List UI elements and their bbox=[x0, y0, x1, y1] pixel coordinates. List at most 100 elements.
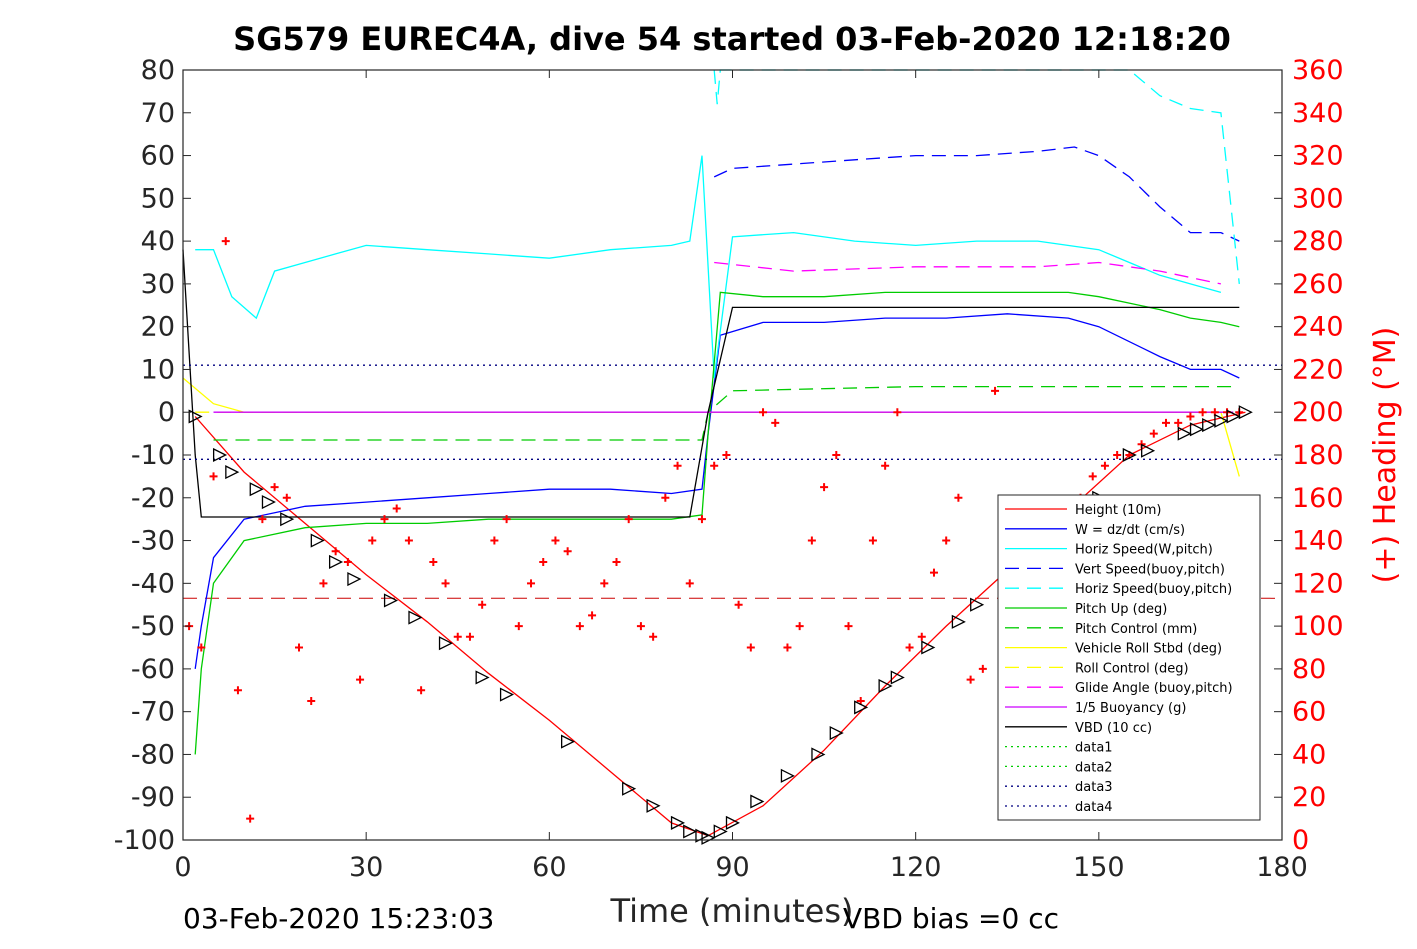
heading-point bbox=[563, 547, 572, 556]
series-line bbox=[713, 69, 1240, 284]
legend-label: data1 bbox=[1075, 741, 1113, 756]
heading-point bbox=[417, 686, 426, 695]
heading-point bbox=[807, 536, 816, 545]
heading-point bbox=[392, 504, 401, 513]
depth-marker bbox=[670, 815, 686, 830]
legend-label: Pitch Control (mm) bbox=[1075, 622, 1197, 637]
heading-point bbox=[270, 483, 279, 492]
y-right-tick-label: 280 bbox=[1292, 226, 1344, 257]
legend-label: Roll Control (deg) bbox=[1075, 661, 1189, 676]
heading-point bbox=[368, 536, 377, 545]
heading-point bbox=[209, 472, 218, 481]
heading-point bbox=[404, 536, 413, 545]
heading-point bbox=[856, 696, 865, 705]
heading-point bbox=[453, 632, 462, 641]
heading-point bbox=[527, 579, 536, 588]
heading-point bbox=[1088, 472, 1097, 481]
depth-marker bbox=[811, 747, 826, 762]
x-tick-label: 90 bbox=[715, 852, 749, 883]
depth-marker bbox=[212, 447, 228, 463]
depth-marker bbox=[1214, 413, 1229, 428]
y-tick-label: 10 bbox=[141, 354, 175, 385]
depth-marker bbox=[475, 670, 490, 685]
depth-marker bbox=[1141, 443, 1156, 458]
y-tick-label: -50 bbox=[131, 611, 175, 642]
heading-point bbox=[258, 515, 267, 524]
depth-marker bbox=[878, 678, 893, 694]
y-right-tick-label: 0 bbox=[1292, 825, 1309, 856]
depth-marker bbox=[1238, 405, 1253, 420]
y-tick-label: -80 bbox=[131, 739, 175, 770]
depth-marker bbox=[622, 781, 637, 796]
heading-point bbox=[221, 237, 230, 246]
depth-marker bbox=[1189, 422, 1204, 437]
heading-point bbox=[295, 643, 304, 652]
y-right-tick-label: 300 bbox=[1292, 183, 1344, 214]
heading-point bbox=[636, 622, 645, 631]
depth-marker bbox=[701, 830, 716, 845]
heading-point bbox=[783, 643, 792, 652]
heading-point bbox=[734, 600, 743, 609]
heading-point bbox=[331, 547, 340, 556]
legend-label: Horiz Speed(buoy,pitch) bbox=[1075, 582, 1232, 597]
y-right-tick-label: 360 bbox=[1292, 55, 1344, 86]
series-line bbox=[714, 261, 1222, 285]
legend-label: Pitch Up (deg) bbox=[1075, 602, 1167, 617]
y-right-tick-label: 220 bbox=[1292, 354, 1344, 385]
heading-point bbox=[429, 557, 438, 566]
heading-point bbox=[1149, 429, 1158, 438]
depth-marker bbox=[499, 687, 515, 702]
series-line bbox=[194, 291, 1240, 755]
depth-marker bbox=[561, 734, 576, 749]
x-axis-label: Time (minutes) bbox=[610, 892, 854, 930]
y-right-tick-label: 160 bbox=[1292, 483, 1344, 514]
y-tick-label: 0 bbox=[158, 397, 175, 428]
y-right-tick-label: 260 bbox=[1292, 269, 1344, 300]
heading-point bbox=[1100, 461, 1109, 470]
legend-label: Vert Speed(buoy,pitch) bbox=[1075, 562, 1225, 577]
depth-marker bbox=[188, 409, 203, 424]
heading-point bbox=[991, 386, 1000, 395]
x-tick-label: 180 bbox=[1256, 852, 1308, 883]
heading-point bbox=[502, 515, 511, 524]
heading-point bbox=[722, 451, 731, 459]
heading-point bbox=[820, 483, 829, 492]
depth-marker bbox=[780, 768, 795, 783]
heading-point bbox=[551, 536, 560, 545]
heading-point bbox=[978, 664, 987, 673]
depth-marker bbox=[280, 512, 295, 527]
y-right-tick-label: 100 bbox=[1292, 611, 1344, 642]
plot-area bbox=[182, 69, 1282, 845]
legend-label: data4 bbox=[1075, 800, 1113, 815]
heading-point bbox=[771, 418, 780, 427]
series-line bbox=[213, 385, 1234, 441]
heading-point bbox=[465, 632, 474, 641]
x-tick-label: 60 bbox=[532, 852, 566, 883]
depth-marker bbox=[890, 670, 905, 685]
depth-marker bbox=[1122, 447, 1137, 463]
heading-point bbox=[795, 622, 804, 631]
heading-point bbox=[380, 515, 389, 524]
heading-point bbox=[697, 515, 706, 524]
y-tick-label: -60 bbox=[131, 654, 175, 685]
y-right-tick-label: 80 bbox=[1292, 654, 1326, 685]
y-tick-label: 70 bbox=[141, 98, 175, 129]
y-right-tick-label: 140 bbox=[1292, 526, 1344, 557]
y-right-tick-label: 340 bbox=[1292, 98, 1344, 129]
heading-point bbox=[881, 461, 890, 470]
depth-marker bbox=[970, 597, 985, 612]
heading-point bbox=[539, 557, 548, 566]
heading-point bbox=[844, 622, 853, 631]
heading-point bbox=[1174, 418, 1183, 427]
legend-label: Vehicle Roll Stbd (deg) bbox=[1075, 642, 1222, 657]
x-axis: 0 30 60 90 120 150 180 bbox=[174, 70, 1308, 883]
heading-point bbox=[514, 622, 523, 631]
heading-point bbox=[917, 632, 926, 641]
y-axis-right: 3603403203002802602402202001801601401201… bbox=[1274, 55, 1344, 856]
heading-point bbox=[661, 493, 670, 502]
depth-marker bbox=[249, 482, 264, 497]
legend-label: VBD (10 cc) bbox=[1075, 721, 1152, 736]
heading-point bbox=[893, 408, 902, 417]
heading-point bbox=[649, 632, 658, 641]
y-right-tick-label: 60 bbox=[1292, 697, 1326, 728]
